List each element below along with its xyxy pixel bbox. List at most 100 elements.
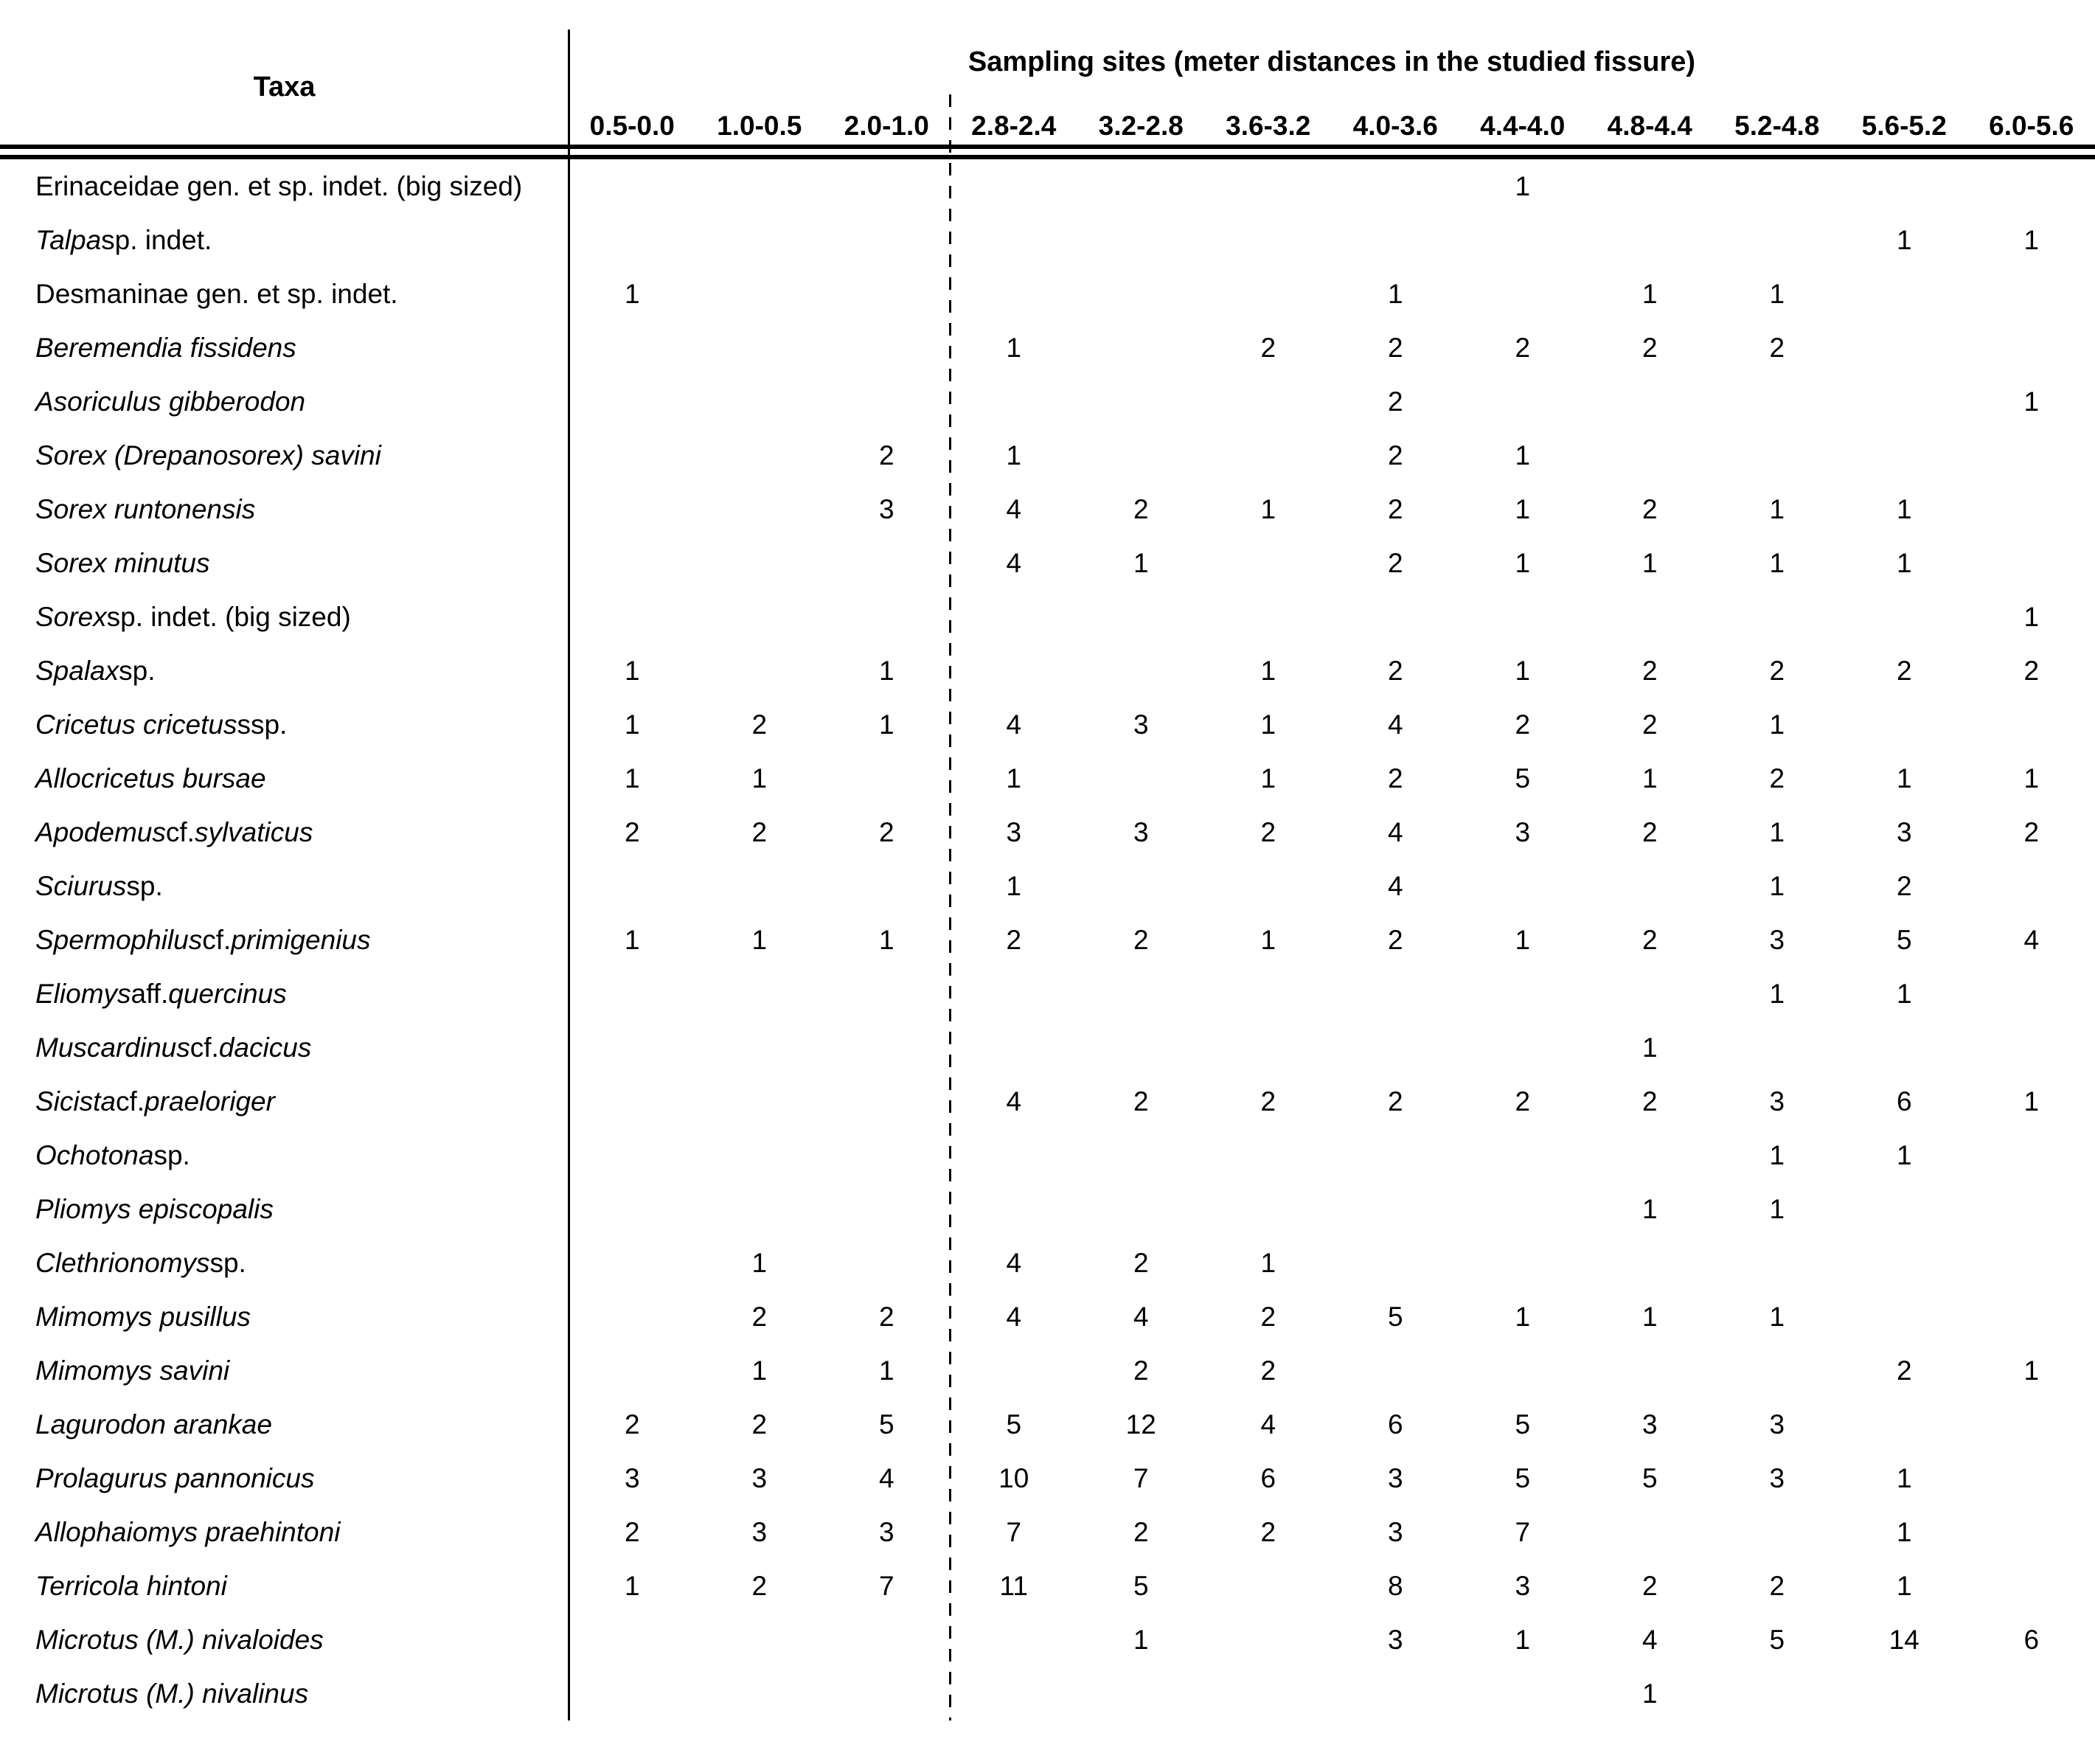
count-cell: 1 [1896,1570,1912,1601]
count-cell: 1 [1260,924,1276,955]
count-cell: 7 [1515,1516,1531,1547]
count-cell: 4 [1006,1086,1022,1117]
count-cell: 6 [2023,1624,2040,1655]
count-cell: 3 [1769,1409,1785,1440]
count-cell: 4 [1006,493,1022,524]
count-cell: 2 [1641,709,1658,740]
taxon-name: Sorex minutus [35,547,210,578]
count-cell: 6 [1387,1409,1403,1440]
count-cell: 5 [1515,1409,1531,1440]
count-cell: 1 [1641,1678,1658,1709]
count-cell: 1 [1769,278,1785,309]
count-cell: 3 [1133,816,1149,847]
count-cell: 5 [1769,1624,1785,1655]
count-cell: 1 [1769,978,1785,1009]
count-cell: 2 [624,1409,640,1440]
count-cell: 1 [624,278,640,309]
count-cell: 1 [1515,493,1531,524]
count-cell: 1 [624,1570,640,1601]
taxon-name: Sicista cf. praeloriger [35,1086,275,1117]
count-cell: 2 [1133,493,1149,524]
column-header-2.8-2.4: 2.8-2.4 [971,111,1057,141]
count-cell: 1 [1260,763,1276,794]
count-cell: 2 [1260,1086,1276,1117]
count-cell: 2 [1133,1355,1149,1386]
count-cell: 1 [1641,763,1658,794]
taxon-name: Microtus (M.) nivalinus [35,1678,309,1709]
count-cell: 1 [1896,1139,1912,1170]
count-cell: 2 [1260,332,1276,363]
column-header-4.0-3.6: 4.0-3.6 [1352,111,1438,141]
fissure-section-dashed-divider [949,94,951,1720]
count-cell: 1 [2023,1355,2040,1386]
count-cell: 3 [1769,1462,1785,1493]
count-cell: 1 [878,1355,894,1386]
count-cell: 1 [1769,709,1785,740]
count-cell: 1 [751,1355,768,1386]
count-cell: 7 [1133,1462,1149,1493]
count-cell: 5 [1515,1462,1531,1493]
column-header-5.6-5.2: 5.6-5.2 [1861,111,1947,141]
count-cell: 2 [1515,1086,1531,1117]
column-header-4.4-4.0: 4.4-4.0 [1480,111,1566,141]
count-cell: 1 [1896,493,1912,524]
count-cell: 3 [1006,816,1022,847]
taxon-name: Muscardinus cf. dacicus [35,1032,312,1063]
count-cell: 1 [1006,763,1022,794]
count-cell: 5 [1896,924,1912,955]
count-cell: 2 [1641,655,1658,686]
count-cell: 4 [2023,924,2040,955]
count-cell: 2 [624,816,640,847]
count-cell: 2 [1769,655,1785,686]
count-cell: 2 [1133,924,1149,955]
count-cell: 2 [1641,332,1658,363]
taxon-name: Allocricetus bursae [35,763,266,794]
count-cell: 5 [1515,763,1531,794]
count-cell: 1 [624,924,640,955]
count-cell: 3 [1769,1086,1785,1117]
taxon-name: Sorex runtonensis [35,493,256,524]
count-cell: 2 [1387,493,1403,524]
count-cell: 1 [1515,655,1531,686]
taxon-name: Apodemus cf. sylvaticus [35,816,313,847]
count-cell: 1 [1006,332,1022,363]
count-cell: 5 [1133,1570,1149,1601]
count-cell: 1 [1515,924,1531,955]
count-cell: 5 [1641,1462,1658,1493]
count-cell: 5 [1006,1409,1022,1440]
taxon-name: Sorex (Drepanosorex) savini [35,440,381,470]
count-cell: 1 [1006,870,1022,901]
count-cell: 1 [2023,224,2040,255]
count-cell: 1 [1769,547,1785,578]
count-cell: 4 [1006,547,1022,578]
count-cell: 3 [1515,1570,1531,1601]
count-cell: 1 [1515,1301,1531,1332]
count-cell: 4 [1387,709,1403,740]
count-cell: 4 [1006,709,1022,740]
count-cell: 2 [1641,924,1658,955]
count-cell: 2 [1387,924,1403,955]
count-cell: 1 [1260,1247,1276,1278]
taxon-name: Spermophilus cf. primigenius [35,924,371,955]
count-cell: 1 [1133,1624,1149,1655]
count-cell: 4 [1387,816,1403,847]
count-cell: 1 [1769,816,1785,847]
count-cell: 1 [751,1247,768,1278]
count-cell: 1 [1769,1193,1785,1224]
count-cell: 2 [1387,547,1403,578]
count-cell: 1 [1641,1301,1658,1332]
count-cell: 2 [751,1409,768,1440]
taxon-name: Ochotona sp. [35,1139,190,1170]
count-cell: 2 [1641,493,1658,524]
taxon-name: Sciurus sp. [35,870,163,901]
column-header-5.2-4.8: 5.2-4.8 [1734,111,1820,141]
count-cell: 1 [1133,547,1149,578]
count-cell: 3 [878,493,894,524]
taxon-name: Sorex sp. indet. (big sized) [35,601,351,632]
count-cell: 1 [1515,1624,1531,1655]
count-cell: 1 [1515,170,1531,201]
count-cell: 2 [1515,332,1531,363]
count-cell: 1 [1641,1193,1658,1224]
count-cell: 1 [878,655,894,686]
count-cell: 1 [1260,655,1276,686]
